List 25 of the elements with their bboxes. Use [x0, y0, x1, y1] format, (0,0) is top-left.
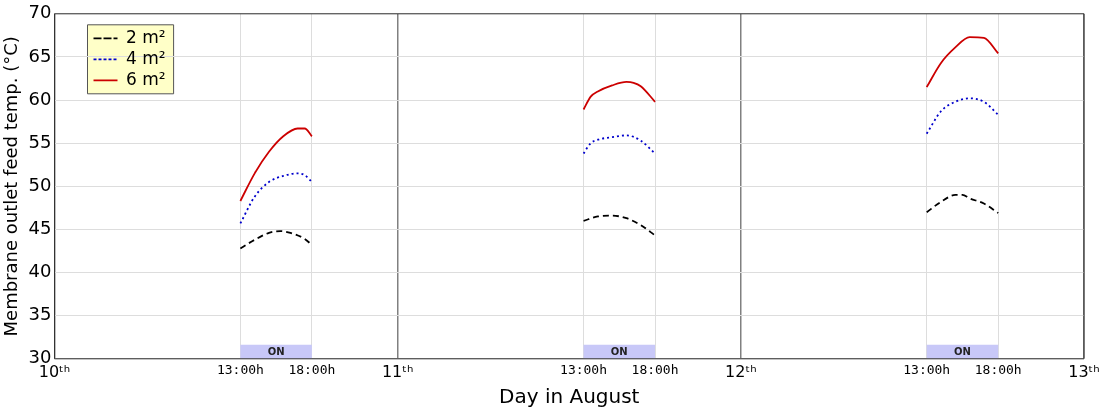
x-tick-label: 18:00h: [288, 361, 336, 377]
y-tick-label: 50: [28, 173, 52, 195]
y-tick-label: 70: [28, 1, 52, 23]
y-tick-label: 65: [28, 44, 52, 66]
x-tick-label: 18:00h: [631, 361, 679, 377]
x-tick-label: 18:00h: [974, 361, 1022, 377]
legend-label: 6 m²: [126, 68, 166, 89]
band-label: ON: [267, 346, 285, 358]
legend-label: 2 m²: [126, 26, 166, 47]
y-tick-label: 35: [28, 303, 52, 325]
band-label: ON: [610, 346, 628, 358]
y-tick-label: 60: [28, 87, 52, 109]
x-tick-label: 13ᵗʰ: [1068, 361, 1100, 381]
y-tick-label: 55: [28, 130, 52, 152]
legend-label: 4 m²: [126, 47, 166, 68]
y-tick-label: 40: [28, 260, 52, 282]
x-tick-label: 12ᵗʰ: [725, 361, 757, 381]
y-tick-label: 45: [28, 217, 52, 239]
x-axis-title: Day in August: [499, 384, 640, 409]
x-tick-label: 13:00h: [216, 361, 264, 377]
x-tick-label: 13:00h: [903, 361, 951, 377]
x-tick-label: 11ᵗʰ: [381, 361, 414, 381]
band-label: ON: [954, 346, 971, 358]
y-axis-title: Membrane outlet feed temp. (°C): [0, 36, 22, 337]
x-tick-label: 13:00h: [560, 361, 608, 377]
